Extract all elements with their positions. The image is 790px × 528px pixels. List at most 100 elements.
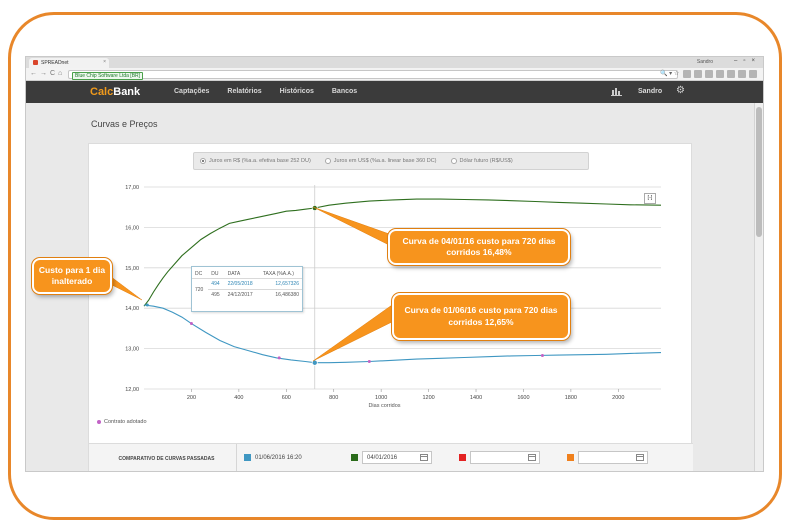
callout-bottom: Curva de 01/06/16 custo para 720 dias co… xyxy=(392,293,570,340)
page-scrollbar[interactable] xyxy=(754,103,763,471)
radio-dot[interactable] xyxy=(324,158,331,164)
logo-bank: Bank xyxy=(113,86,141,98)
contract-point xyxy=(145,303,149,307)
extension-icons[interactable]: 🔍 ▾ ☆ xyxy=(660,70,757,79)
tab-bar: SPREADnet × Sandro –▫× xyxy=(26,57,763,68)
contract-point xyxy=(540,353,544,357)
x-tick-label: 400 xyxy=(234,395,243,401)
callout-top: Curva de 04/01/16 custo para 720 dias co… xyxy=(388,229,570,265)
contract-point xyxy=(189,322,193,326)
url-field[interactable]: Blue Chip Software Ltda [BR] xyxy=(68,70,678,80)
bar-chart-icon[interactable] xyxy=(611,87,622,96)
logo-calc: Calc xyxy=(90,86,114,98)
nav-buttons[interactable]: ←→C⌂ xyxy=(30,70,66,77)
close-tab-icon[interactable]: × xyxy=(103,59,106,65)
radio-juros-rs[interactable]: Juros em R$ (%a.a. efetiva base 252 DU) xyxy=(200,158,311,164)
window-controls[interactable]: –▫× xyxy=(734,58,761,64)
y-tick-label: 14,00 xyxy=(125,306,139,312)
calendar-icon[interactable] xyxy=(636,454,644,461)
tooltip-taxa: 12,657326 xyxy=(259,278,302,290)
tooltip-du: 495 xyxy=(208,289,225,300)
x-tick-label: 1400 xyxy=(470,395,482,401)
contract-point xyxy=(367,360,371,364)
tooltip-taxa: 16,486380 xyxy=(259,289,302,300)
x-tick-label: 200 xyxy=(187,395,196,401)
legend-label: Contrato adotado xyxy=(104,419,147,425)
contract-point xyxy=(277,356,281,360)
tooltip-data: 22/05/2018 xyxy=(224,278,260,290)
swatch-orange xyxy=(567,454,574,461)
browser-window: SPREADnet × Sandro –▫× ←→C⌂ Blue Chip So… xyxy=(25,56,764,472)
extension-icon[interactable] xyxy=(749,70,757,78)
tooltip-dc: 720 xyxy=(192,278,209,300)
x-tick-label: 600 xyxy=(282,395,291,401)
date-input-value: 04/01/2016 xyxy=(367,455,398,461)
swatch-blue xyxy=(244,454,251,461)
user-name[interactable]: Sandro xyxy=(638,88,663,95)
tooltip-header-taxa: TAXA (%A.A.) xyxy=(262,271,294,277)
date-input-green[interactable]: 04/01/2016 xyxy=(362,451,432,464)
radio-juros-us[interactable]: Juros em US$ (%a.a. linear base 360 DC) xyxy=(324,158,437,164)
radio-label: Dólar futuro (R$/US$) xyxy=(459,158,513,164)
main-menu: Captações Relatórios Históricos Bancos xyxy=(174,88,357,95)
secure-badge: Blue Chip Software Ltda [BR] xyxy=(72,72,144,80)
x-tick-label: 1600 xyxy=(517,395,529,401)
page-title: Curvas e Preços xyxy=(91,119,158,129)
scrollbar-thumb[interactable] xyxy=(756,107,762,237)
date-input-orange[interactable] xyxy=(578,451,648,464)
menu-item-bancos[interactable]: Bancos xyxy=(331,88,358,95)
radio-dolar-futuro[interactable]: Dólar futuro (R$/US$) xyxy=(450,158,513,164)
calendar-icon[interactable] xyxy=(420,454,428,461)
x-tick-label: 1000 xyxy=(375,395,387,401)
extension-icon[interactable] xyxy=(705,70,713,78)
app-navbar: CalcBank Captações Relatórios Históricos… xyxy=(26,81,763,103)
contract-point xyxy=(311,359,318,366)
radio-label: Juros em R$ (%a.a. efetiva base 252 DU) xyxy=(209,158,311,164)
yield-curve-chart[interactable]: 12,00 13,00 14,00 15,00 16,00 17,00 200 400 600 8… xyxy=(89,144,693,442)
extension-icon[interactable] xyxy=(716,70,724,78)
radio-dot[interactable] xyxy=(200,158,206,164)
radio-label: Juros em US$ (%a.a. linear base 360 DC) xyxy=(333,158,437,164)
extension-icon[interactable] xyxy=(694,70,702,78)
x-tick-label: 1200 xyxy=(422,395,434,401)
y-tick-label: 12,00 xyxy=(125,387,139,393)
radio-dot[interactable] xyxy=(450,158,457,164)
tooltip-table: DC DU DATA TAXA (%A.A.) 720 494 22/05/20… xyxy=(192,270,302,300)
callout-left: Custo para 1 dia inalterado xyxy=(32,258,112,294)
curves-panel: Juros em R$ (%a.a. efetiva base 252 DU) … xyxy=(88,143,693,471)
x-tick-label: 2000 xyxy=(612,395,624,401)
menu-item-historicos[interactable]: Históricos xyxy=(279,88,314,95)
app-logo[interactable]: CalcBank xyxy=(90,86,140,98)
series-line-1 xyxy=(143,304,662,364)
menu-item-relatorios[interactable]: Relatórios xyxy=(227,88,262,95)
comparison-date-current: 01/06/2016 16:20 xyxy=(255,455,302,461)
tooltip-header-data: DATA xyxy=(227,271,241,277)
tab-title: SPREADnet xyxy=(41,60,69,66)
collapse-button[interactable]: [-] xyxy=(644,193,656,204)
y-tick-label: 17,00 xyxy=(125,185,139,191)
y-tick-label: 15,00 xyxy=(125,266,139,272)
tooltip-header-du: DU xyxy=(211,271,219,277)
extension-icon[interactable] xyxy=(738,70,746,78)
x-tick-label: 1800 xyxy=(565,395,577,401)
series-line-0 xyxy=(143,198,662,307)
y-tick-label: 13,00 xyxy=(125,347,139,353)
extension-icon[interactable] xyxy=(683,70,691,78)
swatch-green xyxy=(351,454,358,461)
date-input-red[interactable] xyxy=(470,451,540,464)
legend-contract: Contrato adotado xyxy=(97,419,147,425)
menu-item-captacoes[interactable]: Captações xyxy=(174,88,210,95)
y-tick-label: 16,00 xyxy=(125,225,139,231)
browser-tab[interactable]: SPREADnet × xyxy=(29,58,109,68)
curve-type-selector: Juros em R$ (%a.a. efetiva base 252 DU) … xyxy=(193,152,589,170)
calendar-icon[interactable] xyxy=(528,454,536,461)
chart-tooltip: DC DU DATA TAXA (%A.A.) 720 494 22/05/20… xyxy=(191,266,303,312)
contract-point xyxy=(311,205,318,212)
legend-marker xyxy=(97,420,101,424)
tooltip-du: 494 xyxy=(208,278,225,290)
gear-icon[interactable]: ⚙ xyxy=(676,85,685,96)
comparison-title: COMPARATIVO DE CURVAS PASSADAS xyxy=(97,444,237,471)
favicon-icon xyxy=(33,60,38,65)
extension-icon[interactable] xyxy=(727,70,735,78)
zoom-star-icon[interactable]: 🔍 ▾ ☆ xyxy=(660,71,680,77)
